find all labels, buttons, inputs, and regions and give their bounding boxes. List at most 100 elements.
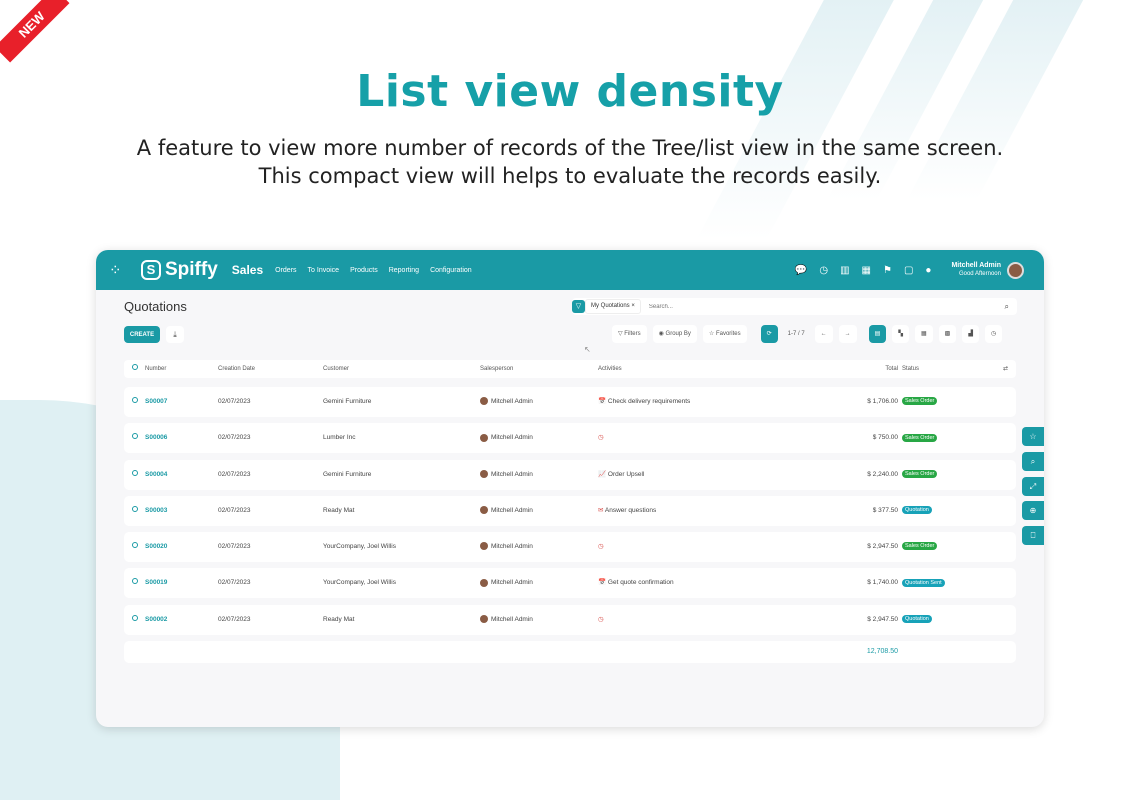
favorites-button[interactable]: ☆ Favorites [702, 325, 747, 343]
pivot-view-button[interactable]: ▩ [938, 325, 957, 343]
density-toggle-button[interactable]: ⟳ [760, 325, 778, 343]
mouse-cursor-icon: ↖ [584, 345, 591, 354]
signpost-icon[interactable]: ⚑ [883, 264, 892, 276]
table-row[interactable]: S00004 02/07/2023 Gemini Furniture Mitch… [124, 459, 1016, 490]
search-icon[interactable]: ⌕ [1004, 301, 1009, 311]
lightbulb-icon[interactable]: ● [925, 264, 932, 276]
order-number[interactable]: S00019 [145, 579, 168, 587]
status-badge: Sales Order [902, 542, 938, 551]
header-date[interactable]: Creation Date [218, 366, 256, 372]
activity[interactable]: ✉ Answer questions [598, 496, 656, 526]
activity-label: Order Upsell [607, 470, 645, 478]
row-checkbox[interactable] [132, 460, 138, 490]
logo-text: Spiffy [165, 259, 218, 280]
activity-view-button[interactable]: ◷ [984, 325, 1003, 343]
order-number[interactable]: S00002 [145, 615, 168, 623]
activity-clock-icon[interactable]: ◷ [819, 264, 829, 276]
table-row[interactable]: S00002 02/07/2023 Ready Mat Mitchell Adm… [124, 604, 1016, 635]
header-salesperson[interactable]: Salesperson [480, 366, 514, 372]
calendar-view-button[interactable]: ▦ [914, 325, 933, 343]
graph-view-button[interactable]: ▟ [962, 325, 979, 343]
avatar[interactable] [1007, 261, 1024, 279]
header-activities[interactable]: Activities [598, 366, 622, 372]
avatar [480, 542, 488, 551]
table-row[interactable]: S00019 02/07/2023 YourCompany, Joel Will… [124, 568, 1016, 599]
order-number[interactable]: S00020 [145, 543, 168, 551]
activity[interactable]: ◷ [598, 532, 604, 562]
facet-label: My Quotations [591, 303, 630, 309]
salesperson-name: Mitchell Admin [491, 434, 533, 442]
salesperson: Mitchell Admin [480, 460, 533, 490]
app-name[interactable]: Sales [231, 263, 264, 277]
bookmark-icon[interactable]: ⎕ [1022, 526, 1044, 545]
menu-to-invoice[interactable]: To Invoice [307, 266, 340, 274]
header-number[interactable]: Number [145, 366, 167, 372]
chat-icon[interactable]: 💬 [794, 264, 808, 276]
activity[interactable]: ◷ [598, 605, 604, 635]
search-icon[interactable]: ⌕ [1022, 452, 1044, 471]
note-icon[interactable]: ▢ [903, 264, 914, 276]
table-row[interactable]: S00020 02/07/2023 YourCompany, Joel Will… [124, 532, 1016, 563]
activity[interactable]: 📅 Check delivery requirements [598, 387, 690, 417]
next-page-button[interactable]: → [838, 325, 857, 343]
favorite-star-icon[interactable]: ☆ [1022, 427, 1044, 446]
filters-button[interactable]: ▽ Filters [612, 325, 647, 343]
building-icon[interactable]: ▥ [840, 264, 850, 276]
pager-value[interactable]: 1-7 / 7 [787, 331, 805, 337]
menu-reporting[interactable]: Reporting [388, 266, 420, 274]
zoom-icon[interactable]: ⊕ [1022, 501, 1044, 520]
optional-columns-icon[interactable]: ⇄ [1002, 366, 1008, 372]
activity-icon: 📈 [598, 470, 607, 478]
salesperson-name: Mitchell Admin [491, 398, 533, 405]
table-header: Number Creation Date Customer Salesperso… [124, 360, 1016, 378]
menu-orders[interactable]: Orders [275, 266, 297, 274]
order-number[interactable]: S00004 [145, 470, 168, 478]
salesperson-name: Mitchell Admin [491, 579, 533, 587]
order-number[interactable]: S00006 [145, 434, 168, 442]
filter-icon[interactable]: ▽ [572, 300, 585, 313]
user-menu[interactable]: Mitchell Admin Good Afternoon [951, 262, 1001, 278]
search-input[interactable] [648, 303, 1005, 310]
row-checkbox[interactable] [132, 423, 138, 453]
row-checkbox[interactable] [132, 387, 138, 417]
table-row[interactable]: S00007 02/07/2023 Gemini Furniture Mitch… [124, 387, 1016, 417]
order-number[interactable]: S00003 [145, 506, 168, 514]
customer: Ready Mat [323, 615, 355, 623]
salesperson: Mitchell Admin [480, 568, 533, 598]
table-row[interactable]: S00003 02/07/2023 Ready Mat Mitchell Adm… [124, 495, 1016, 526]
row-checkbox[interactable] [132, 568, 138, 598]
header-status[interactable]: Status [902, 366, 920, 372]
activity[interactable]: ◷ [598, 423, 604, 453]
select-all-checkbox[interactable] [132, 360, 138, 378]
toolbar: ▽ Filters ◉ Group By ☆ Favorites ⟳ 1-7 /… [612, 325, 1003, 343]
activity-icon: ◷ [598, 615, 604, 623]
activity[interactable]: 📈 Order Upsell [598, 460, 644, 490]
calculator-icon[interactable]: ▦ [861, 264, 871, 276]
status-badge-wrap: Sales Order [902, 387, 938, 417]
header-total[interactable]: Total [885, 366, 898, 372]
order-number[interactable]: S00007 [145, 398, 168, 405]
expand-icon[interactable]: ⤢ [1022, 477, 1044, 496]
facet-my-quotations[interactable]: My Quotations × [585, 299, 641, 314]
kanban-view-button[interactable]: ▚ [892, 325, 909, 343]
activity[interactable]: 📅 Get quote confirmation [598, 568, 674, 598]
row-checkbox[interactable] [132, 532, 138, 562]
menu-products[interactable]: Products [350, 266, 378, 274]
logo: S Spiffy [141, 259, 218, 281]
customer: Gemini Furniture [323, 470, 372, 478]
table-row[interactable]: S00006 02/07/2023 Lumber Inc Mitchell Ad… [124, 423, 1016, 454]
salesperson: Mitchell Admin [480, 387, 533, 417]
prev-page-button[interactable]: ← [814, 325, 833, 343]
group-by-button[interactable]: ◉ Group By [652, 325, 697, 343]
create-button[interactable]: CREATE [124, 326, 160, 343]
apps-menu-icon[interactable]: ⁘ [109, 262, 122, 279]
total: $ 2,240.00 [867, 470, 898, 478]
row-checkbox[interactable] [132, 605, 138, 635]
salesperson-name: Mitchell Admin [491, 615, 533, 623]
total: $ 1,706.00 [867, 398, 898, 405]
download-icon[interactable]: ⤓ [166, 326, 184, 343]
list-view-button[interactable]: ▤ [868, 325, 887, 343]
header-customer[interactable]: Customer [323, 366, 350, 372]
menu-configuration[interactable]: Configuration [430, 266, 472, 274]
row-checkbox[interactable] [132, 496, 138, 526]
